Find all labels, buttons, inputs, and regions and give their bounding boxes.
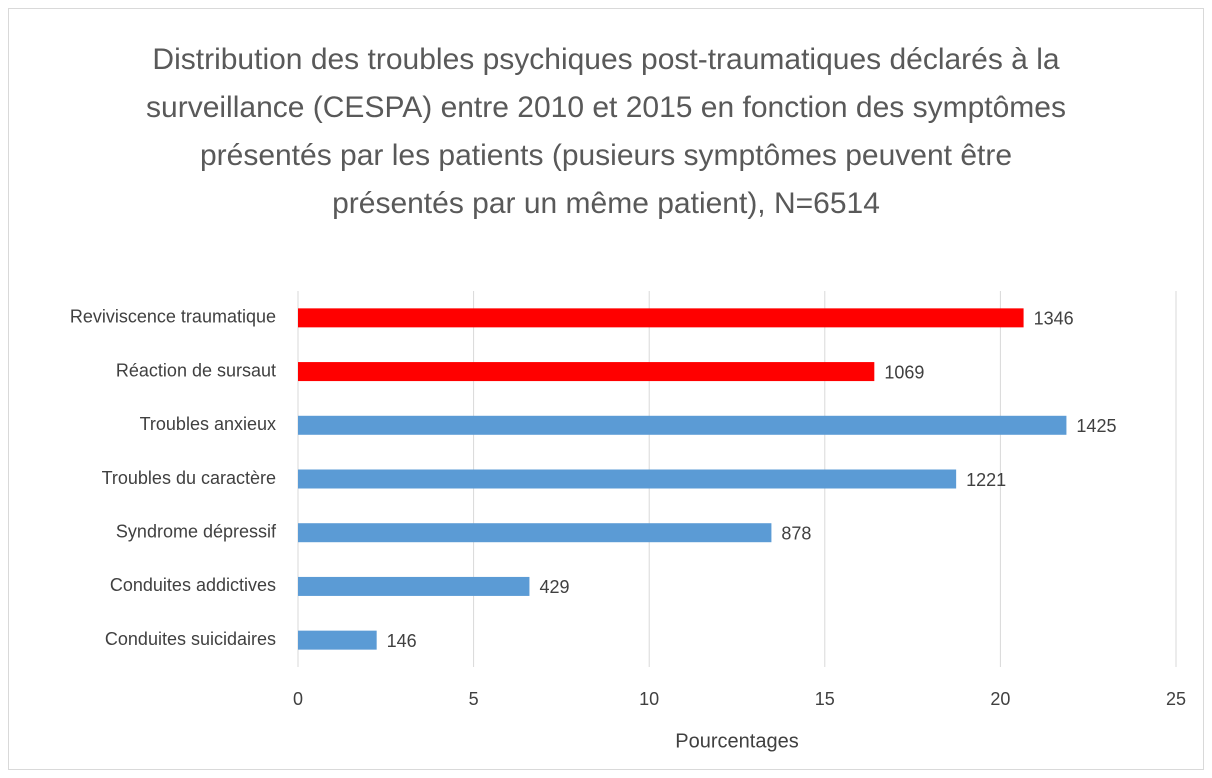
y-tick-label: Troubles du caractère [102,468,276,488]
chart-title: Distribution des troubles psychiques pos… [146,43,1066,220]
y-tick-label: Réaction de sursaut [116,360,276,380]
x-axis-title: Pourcentages [675,730,798,752]
x-tick-label: 10 [639,689,659,709]
y-tick-label: Reviviscence traumatique [70,307,276,327]
y-tick-label: Troubles anxieux [140,414,276,434]
x-tick-label: 0 [293,689,303,709]
data-label: 1425 [1076,416,1116,436]
chart-frame [8,8,1204,770]
x-tick-label: 25 [1166,689,1186,709]
x-tick-label: 20 [990,689,1010,709]
x-tick-label: 5 [469,689,479,709]
bar [298,523,772,543]
bar [298,469,957,489]
y-tick-label: Syndrome dépressif [116,521,277,541]
bar [298,362,875,382]
data-label: 429 [539,577,569,597]
x-tick-label: 15 [815,689,835,709]
data-label: 878 [781,523,811,543]
data-label: 1069 [884,362,924,382]
bar [298,630,377,650]
bar [298,308,1024,328]
data-label: 146 [387,631,417,651]
bar [298,415,1067,435]
y-tick-label: Conduites addictives [110,575,276,595]
data-label: 1221 [966,470,1006,490]
data-label: 1346 [1034,309,1074,329]
bar [298,576,530,596]
y-tick-label: Conduites suicidaires [105,629,276,649]
